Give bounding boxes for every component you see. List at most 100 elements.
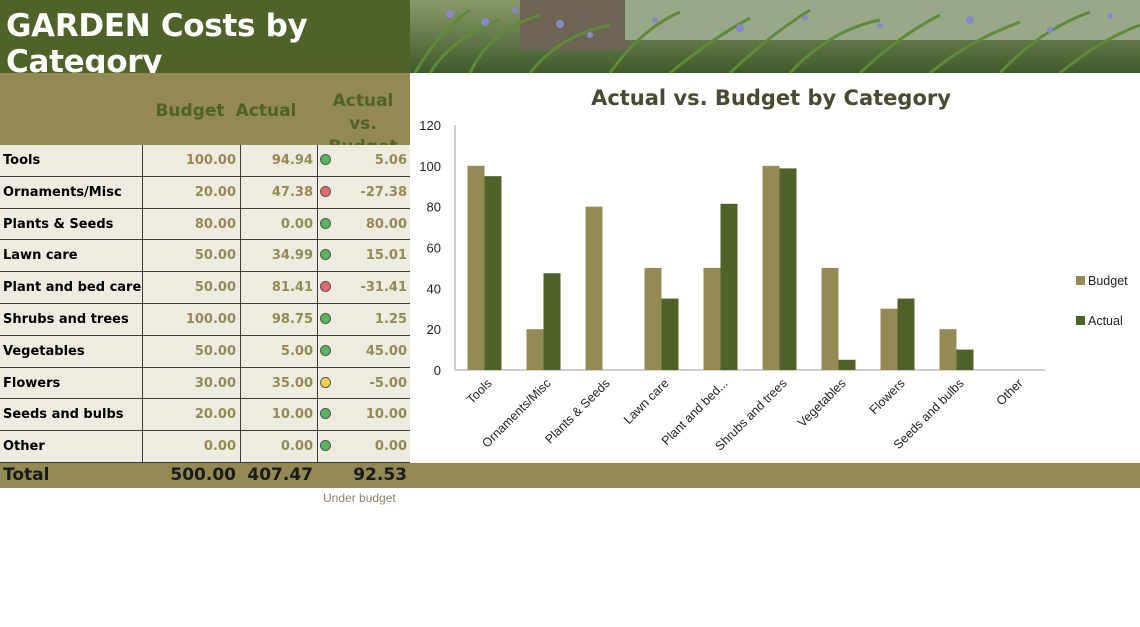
- variance-cell: 5.06: [317, 145, 410, 176]
- table-row: Plants & Seeds 80.00 0.00 80.00: [0, 208, 410, 241]
- table-row: Tools 100.00 94.94 5.06: [0, 145, 410, 177]
- variance-cell: -5.00: [317, 367, 410, 399]
- variance-cell: 1.25: [317, 303, 410, 335]
- actual-cell: 0.00: [240, 208, 317, 240]
- status-green-icon: [320, 154, 331, 165]
- bar-budget: [821, 267, 839, 370]
- table-row: Plant and bed care 50.00 81.41 -31.41: [0, 272, 410, 304]
- x-tick-label: Lawn care: [621, 376, 672, 427]
- legend-label-actual: Actual: [1088, 314, 1123, 328]
- variance-cell: 15.01: [317, 240, 410, 272]
- legend-label-budget: Budget: [1088, 274, 1128, 288]
- x-tick-label: Other: [994, 376, 1026, 408]
- budget-chart: Actual vs. Budget by Category 0 20 40 60 80 10…: [419, 86, 1128, 453]
- bar-budget: [939, 329, 957, 370]
- status-red-icon: [320, 281, 331, 293]
- table-row: Flowers 30.00 35.00 -5.00: [0, 367, 410, 400]
- status-green-icon: [320, 408, 331, 420]
- legend-swatch-budget: [1076, 276, 1085, 285]
- y-tick-label: 60: [427, 241, 441, 256]
- budget-cell: 30.00: [142, 367, 240, 399]
- y-tick-label: 80: [427, 200, 441, 215]
- actual-cell: 47.38: [240, 176, 317, 208]
- category-cell: Tools: [3, 153, 41, 168]
- budget-cell: 50.00: [142, 272, 240, 303]
- category-cell: Vegetables: [3, 343, 85, 359]
- total-label: Total: [3, 465, 50, 485]
- bar-budget: [467, 165, 485, 370]
- status-green-icon: [320, 440, 331, 452]
- variance-cell: 0.00: [317, 431, 410, 463]
- header-budget: Budget: [155, 101, 225, 121]
- status-green-icon: [320, 344, 331, 356]
- bar-actual: [720, 203, 738, 370]
- variance-cell: -31.41: [317, 272, 410, 303]
- budget-cell: 100.00: [142, 145, 240, 176]
- budget-cell: 50.00: [142, 240, 240, 272]
- table-row: Other 0.00 0.00 0.00: [0, 431, 410, 464]
- bar-actual: [838, 359, 856, 370]
- bar-budget: [585, 206, 603, 370]
- y-tick-label: 0: [434, 363, 441, 378]
- y-tick-label: 100: [419, 159, 441, 174]
- category-cell: Plant and bed care: [3, 280, 142, 296]
- legend-swatch-actual: [1076, 316, 1085, 325]
- actual-cell: 98.75: [240, 303, 317, 335]
- table-row: Lawn care 50.00 34.99 15.01: [0, 240, 410, 273]
- total-band: [0, 463, 1140, 488]
- bar-budget: [526, 329, 544, 370]
- y-tick-label: 20: [427, 322, 441, 337]
- variance-cell: -27.38: [317, 176, 410, 208]
- y-tick-label: 120: [419, 118, 441, 133]
- status-green-icon: [320, 217, 331, 229]
- title-bar: GARDEN Costs by Category: [0, 0, 410, 80]
- actual-cell: 34.99: [240, 240, 317, 272]
- bar-actual: [543, 273, 561, 370]
- table-row: Seeds and bulbs 20.00 10.00 10.00: [0, 399, 410, 432]
- bar-actual: [897, 298, 915, 370]
- actual-cell: 81.41: [240, 272, 317, 303]
- actual-cell: 5.00: [240, 335, 317, 367]
- x-tick-label: Tools: [464, 376, 495, 407]
- budget-cell: 0.00: [142, 431, 240, 463]
- variance-cell: 10.00: [317, 399, 410, 431]
- bar-budget: [644, 267, 662, 370]
- bar-actual: [661, 298, 679, 370]
- actual-cell: 0.00: [240, 431, 317, 463]
- budget-cell: 100.00: [142, 303, 240, 335]
- category-cell: Plants & Seeds: [3, 216, 114, 232]
- garden-photo: [410, 0, 1140, 73]
- budget-cell: 80.00: [142, 208, 240, 240]
- bar-actual: [956, 349, 974, 370]
- status-green-icon: [320, 312, 331, 324]
- chart-title: Actual vs. Budget by Category: [591, 86, 951, 110]
- total-actual: 407.47: [247, 465, 313, 485]
- category-cell: Seeds and bulbs: [3, 407, 124, 423]
- variance-cell: 80.00: [317, 208, 410, 240]
- budget-cell: 20.00: [142, 399, 240, 431]
- table-row: Ornaments/Misc 20.00 47.38 -27.38: [0, 176, 410, 209]
- category-cell: Flowers: [3, 375, 61, 391]
- page-title: GARDEN Costs by Category: [6, 8, 308, 80]
- status-green-icon: [320, 249, 331, 261]
- cost-table: Tools 100.00 94.94 5.06 Ornaments/Misc 20.00 4…: [0, 145, 410, 464]
- category-cell: Ornaments/Misc: [3, 184, 122, 200]
- category-cell: Lawn care: [3, 248, 78, 264]
- total-variance: 92.53: [353, 465, 407, 485]
- total-budget: 500.00: [170, 465, 236, 485]
- status-yellow-icon: [320, 376, 331, 388]
- bar-actual: [484, 176, 502, 370]
- header-actual: Actual: [235, 101, 297, 121]
- bar-budget: [880, 308, 898, 370]
- status-red-icon: [320, 185, 331, 197]
- table-row: Vegetables 50.00 5.00 45.00: [0, 335, 410, 368]
- x-tick-label: Flowers: [867, 376, 908, 417]
- table-row: Shrubs and trees 100.00 98.75 1.25: [0, 303, 410, 336]
- actual-cell: 10.00: [240, 399, 317, 431]
- table-header: Budget Actual Actual vs. Budget: [0, 73, 410, 157]
- actual-cell: 35.00: [240, 367, 317, 399]
- x-tick-label: Vegetables: [795, 376, 849, 430]
- variance-cell: 45.00: [317, 335, 410, 367]
- bar-budget: [762, 165, 780, 370]
- under-budget-note: Under budget: [323, 491, 396, 505]
